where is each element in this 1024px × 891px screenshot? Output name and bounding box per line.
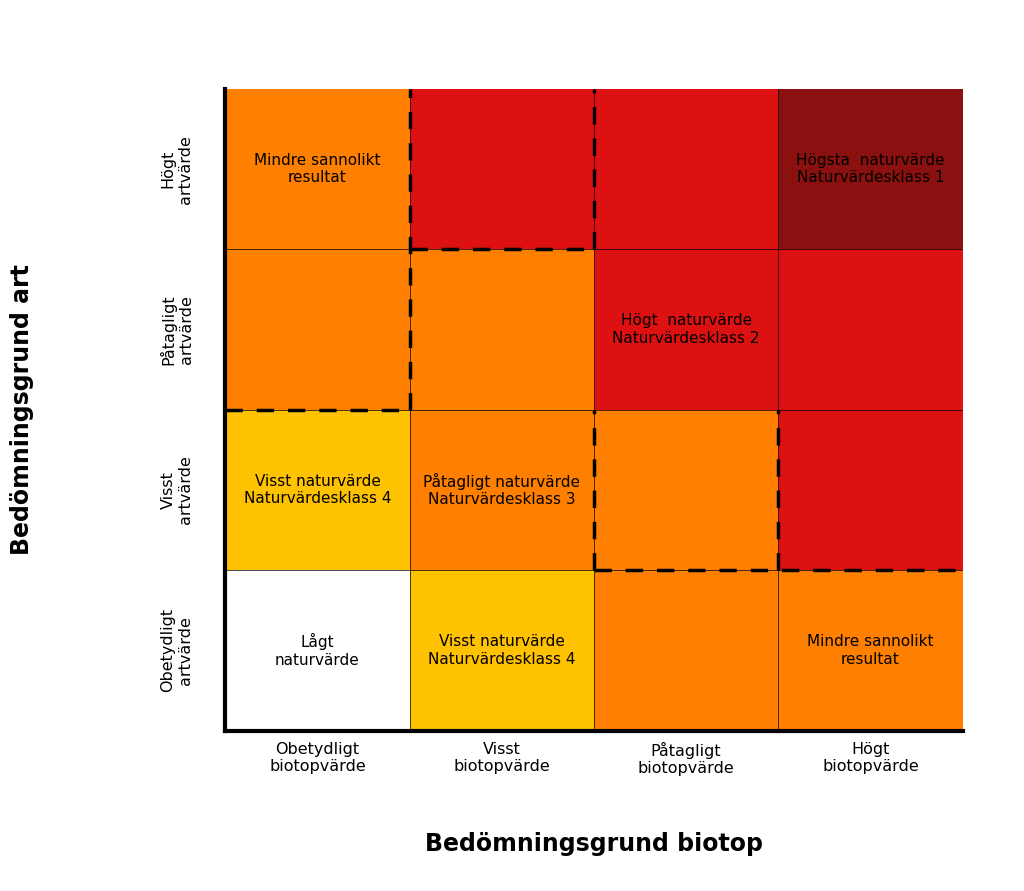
- Text: Påtagligt naturvärde
Naturvärdesklass 3: Påtagligt naturvärde Naturvärdesklass 3: [423, 473, 581, 507]
- Bar: [778, 410, 963, 570]
- Bar: [225, 570, 410, 731]
- Bar: [778, 249, 963, 410]
- Text: Mindre sannolikt
resultat: Mindre sannolikt resultat: [254, 153, 381, 185]
- Bar: [594, 89, 778, 249]
- Bar: [778, 89, 963, 249]
- Bar: [594, 249, 778, 410]
- Text: Visst naturvärde
Naturvärdesklass 4: Visst naturvärde Naturvärdesklass 4: [428, 634, 575, 666]
- Bar: [410, 89, 594, 249]
- Text: Visst naturvärde
Naturvärdesklass 4: Visst naturvärde Naturvärdesklass 4: [244, 474, 391, 506]
- Bar: [594, 410, 778, 570]
- X-axis label: Bedömningsgrund biotop: Bedömningsgrund biotop: [425, 831, 763, 855]
- Bar: [225, 249, 410, 410]
- Bar: [410, 410, 594, 570]
- Text: Mindre sannolikt
resultat: Mindre sannolikt resultat: [807, 634, 934, 666]
- Bar: [410, 249, 594, 410]
- Text: Högt  naturvärde
Naturvärdesklass 2: Högt naturvärde Naturvärdesklass 2: [612, 314, 760, 346]
- Bar: [225, 89, 410, 249]
- Text: Högsta  naturvärde
Naturvärdesklass 1: Högsta naturvärde Naturvärdesklass 1: [796, 153, 945, 185]
- Y-axis label: Bedömningsgrund art: Bedömningsgrund art: [10, 265, 35, 555]
- Bar: [225, 410, 410, 570]
- Bar: [778, 570, 963, 731]
- Bar: [594, 570, 778, 731]
- Text: Lågt
naturvärde: Lågt naturvärde: [275, 634, 359, 667]
- Bar: [410, 570, 594, 731]
